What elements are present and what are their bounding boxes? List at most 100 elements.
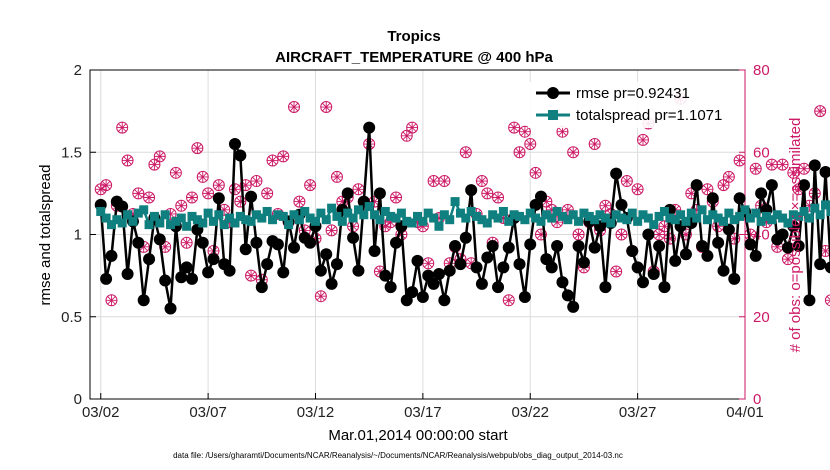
obs-count-point	[508, 121, 521, 134]
rmse-point	[427, 277, 440, 290]
totalspread-point	[343, 208, 353, 218]
obs-assimilated-marker	[744, 229, 756, 240]
rmse-point	[341, 187, 354, 200]
rmse-point	[481, 251, 494, 264]
obs-count-point	[459, 146, 472, 159]
rmse-point	[551, 240, 564, 253]
totalspread-point	[413, 211, 422, 221]
obs-assimilated-marker	[728, 233, 740, 245]
obs-assimilated-marker	[782, 253, 794, 265]
obs-count-point	[733, 154, 746, 167]
totalspread-point	[574, 216, 584, 226]
obs-count-point	[717, 179, 730, 192]
obs-assimilated-marker	[798, 163, 810, 175]
rmse-point	[143, 253, 156, 266]
obs-count-point	[481, 187, 494, 200]
obs-assimilated-marker	[519, 126, 531, 138]
rmse-point	[228, 138, 241, 151]
obs-assimilated-marker	[573, 229, 585, 240]
obs-count-point	[314, 290, 327, 303]
obs-count-point	[390, 191, 403, 204]
totalspread-point	[241, 215, 251, 225]
totalspread-point	[686, 208, 696, 218]
obs-assimilated-marker	[143, 191, 155, 203]
rmse-point	[261, 258, 274, 271]
obs-count-point	[239, 179, 252, 192]
rmse-point	[449, 240, 462, 253]
obs-count-point	[261, 187, 274, 200]
obs-assimilated-marker	[637, 134, 649, 146]
legend-totalspread-label: totalspread pr=1.1071	[576, 107, 722, 124]
totalspread-point	[332, 211, 342, 221]
obs-count-point	[304, 179, 317, 192]
totalspread-point	[799, 206, 809, 216]
totalspread-point	[439, 210, 449, 220]
obs-count-point	[620, 175, 633, 188]
obs-assimilated-marker	[524, 138, 536, 150]
rmse-point	[497, 261, 510, 274]
totalspread-point	[144, 220, 154, 230]
totalspread-point	[112, 215, 122, 225]
obs-assimilated-marker	[766, 159, 778, 171]
totalspread-point	[595, 210, 605, 220]
rmse-point	[271, 238, 284, 251]
x-tick-label: 03/17	[404, 404, 442, 421]
totalspread-point	[772, 210, 782, 220]
totalspread-series	[96, 197, 830, 231]
obs-assimilated-marker	[170, 167, 182, 179]
obs-assimilated-marker	[701, 183, 713, 195]
obs-assimilated-marker	[261, 187, 273, 199]
rmse-point	[588, 241, 601, 254]
rmse-point	[432, 267, 445, 280]
obs-assimilated-marker	[497, 212, 509, 224]
obs-assimilated-marker	[803, 200, 815, 212]
obs-assimilated-marker	[658, 220, 670, 232]
obs-count-point	[524, 138, 537, 151]
rmse-point	[320, 248, 333, 261]
y-axis-left: 0 0.5 1 1.5 2	[61, 62, 96, 408]
totalspread-point	[493, 213, 503, 223]
rmse-point	[814, 258, 827, 271]
totalspread-point	[627, 208, 637, 218]
totalspread-point	[756, 216, 766, 226]
obs-assimilated-marker	[186, 191, 198, 203]
rmse-point	[567, 300, 580, 313]
obs-count-point	[100, 179, 113, 192]
totalspread-point	[214, 210, 224, 220]
obs-count-point	[250, 175, 263, 188]
totalspread-point	[751, 208, 761, 218]
totalspread-point	[429, 213, 439, 223]
obs-count-point	[143, 191, 156, 204]
rmse-point	[368, 244, 381, 257]
totalspread-point	[284, 220, 294, 230]
totalspread-point	[171, 216, 181, 226]
chart-subtitle: AIRCRAFT_TEMPERATURE @ 400 hPa	[275, 49, 553, 66]
x-axis-label: Mar.01,2014 00:00:00 start	[328, 427, 508, 444]
totalspread-point	[450, 197, 460, 207]
obs-count-point	[572, 228, 585, 241]
obs-assimilated-marker	[723, 171, 735, 183]
obs-assimilated-marker	[202, 187, 214, 199]
obs-assimilated-marker	[438, 175, 450, 187]
totalspread-point	[719, 216, 729, 226]
obs-count-point	[330, 170, 343, 183]
obs-assimilated-marker	[787, 167, 799, 179]
totalspread-point	[327, 203, 337, 213]
totalspread-point	[305, 213, 315, 223]
totalspread-point	[810, 203, 820, 213]
rmse-point	[406, 286, 419, 299]
obs-count-point	[234, 195, 247, 208]
rmse-point	[234, 149, 247, 162]
obs-count-point	[422, 257, 435, 270]
obs-assimilated-marker	[293, 196, 305, 208]
rmse-point	[164, 302, 177, 315]
totalspread-point	[713, 213, 723, 223]
y-tick-label: 0	[74, 391, 82, 408]
rmse-point	[647, 267, 660, 280]
totalspread-point	[676, 210, 686, 220]
obs-assimilated-marker	[412, 216, 423, 228]
totalspread-point	[815, 210, 825, 220]
rmse-point	[669, 254, 682, 267]
totalspread-point	[681, 216, 691, 226]
obs-assimilated-marker	[374, 266, 386, 278]
